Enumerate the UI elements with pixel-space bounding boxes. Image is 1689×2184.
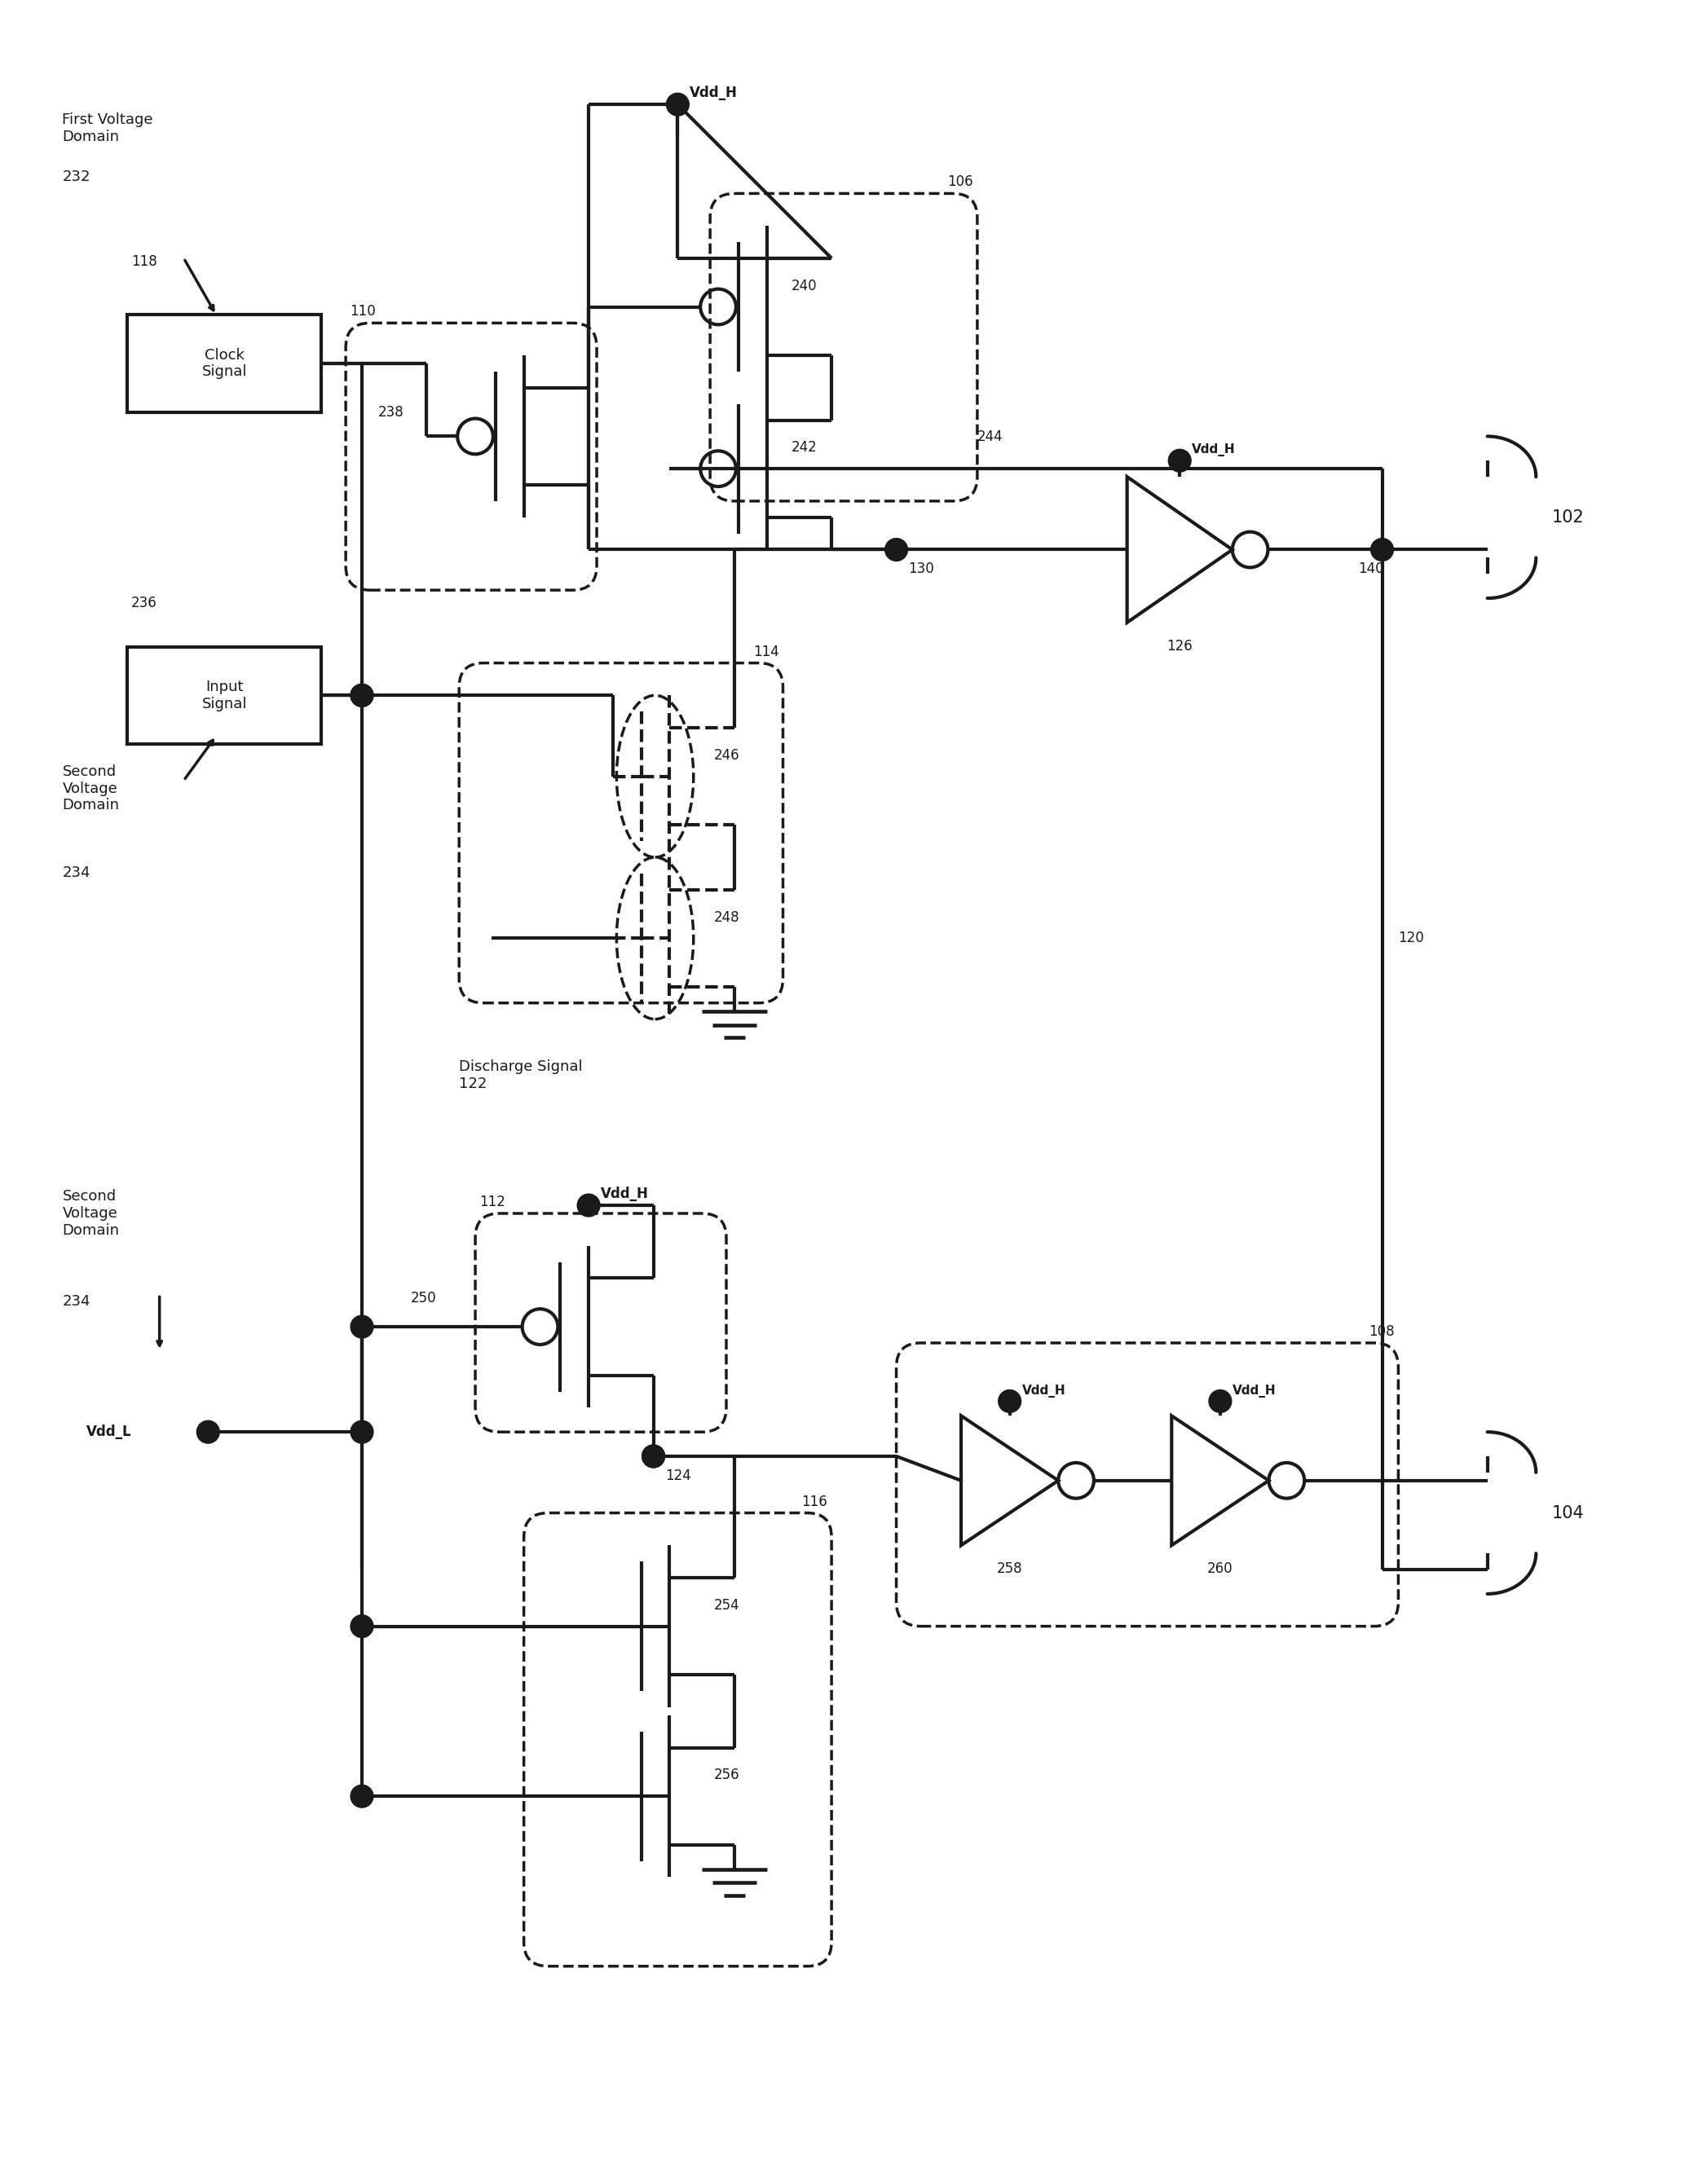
Text: 140: 140	[1358, 561, 1383, 577]
Text: 234: 234	[62, 1295, 91, 1308]
Text: 248: 248	[714, 911, 740, 924]
Text: Vdd_L: Vdd_L	[86, 1424, 132, 1439]
Text: 118: 118	[132, 253, 157, 269]
Text: Clock
Signal: Clock Signal	[201, 347, 247, 380]
Text: First Voltage
Domain: First Voltage Domain	[62, 114, 154, 144]
Circle shape	[351, 1420, 373, 1444]
Circle shape	[1169, 450, 1191, 472]
Text: 246: 246	[714, 747, 740, 762]
Circle shape	[351, 684, 373, 708]
Circle shape	[351, 684, 373, 708]
Text: 106: 106	[948, 175, 973, 190]
Circle shape	[196, 1420, 220, 1444]
Text: 238: 238	[378, 404, 404, 419]
Text: Second
Voltage
Domain: Second Voltage Domain	[62, 1188, 120, 1238]
Text: 250: 250	[410, 1291, 436, 1306]
Circle shape	[578, 1195, 600, 1216]
Text: 242: 242	[790, 441, 817, 454]
Text: Vdd_H: Vdd_H	[601, 1186, 649, 1201]
Text: 120: 120	[1398, 930, 1424, 946]
Circle shape	[1371, 537, 1393, 561]
Text: 108: 108	[1368, 1324, 1395, 1339]
Text: Input
Signal: Input Signal	[201, 679, 247, 712]
Circle shape	[351, 1784, 373, 1808]
Text: Vdd_H: Vdd_H	[1233, 1385, 1277, 1398]
Bar	[127, 314, 321, 413]
Text: 114: 114	[753, 644, 779, 660]
Circle shape	[885, 537, 907, 561]
Circle shape	[351, 1315, 373, 1339]
Text: 232: 232	[62, 168, 91, 183]
Text: 234: 234	[62, 865, 91, 880]
Text: Vdd_H: Vdd_H	[1192, 443, 1236, 456]
Circle shape	[642, 1446, 665, 1468]
Circle shape	[642, 1446, 665, 1468]
Text: 254: 254	[714, 1599, 740, 1612]
Text: 112: 112	[480, 1195, 505, 1210]
Text: 260: 260	[1208, 1562, 1233, 1577]
Text: 110: 110	[350, 304, 375, 319]
Text: 236: 236	[132, 596, 157, 609]
Text: 130: 130	[909, 561, 934, 577]
Circle shape	[351, 1614, 373, 1638]
Circle shape	[1209, 1389, 1231, 1413]
Text: 256: 256	[714, 1767, 740, 1782]
Text: Discharge Signal
122: Discharge Signal 122	[459, 1059, 583, 1092]
Text: 102: 102	[1552, 509, 1584, 526]
Circle shape	[667, 94, 689, 116]
Text: Vdd_H: Vdd_H	[1022, 1385, 1066, 1398]
Bar	[127, 646, 321, 745]
Text: Vdd_H: Vdd_H	[689, 85, 738, 100]
Text: Second
Voltage
Domain: Second Voltage Domain	[62, 764, 120, 812]
Text: 244: 244	[978, 430, 1003, 443]
Text: 104: 104	[1552, 1505, 1584, 1520]
Text: 116: 116	[802, 1494, 828, 1509]
Text: 126: 126	[1167, 638, 1192, 653]
Text: 240: 240	[790, 280, 817, 293]
Text: 124: 124	[665, 1468, 691, 1483]
Circle shape	[998, 1389, 1022, 1413]
Text: 258: 258	[997, 1562, 1022, 1577]
